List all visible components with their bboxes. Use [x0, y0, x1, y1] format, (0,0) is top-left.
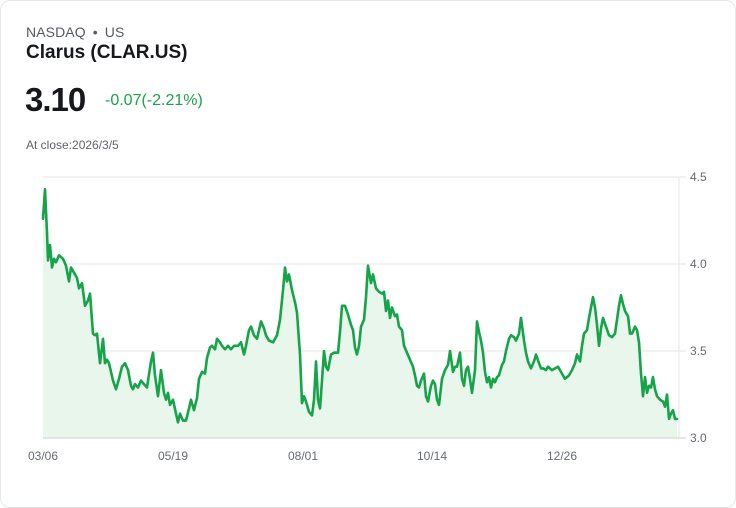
y-tick-4-5: 4.5: [690, 170, 707, 184]
x-tick-0306: 03/06: [28, 449, 58, 463]
x-tick-1226: 12/26: [547, 449, 577, 463]
region-label: US: [104, 24, 125, 40]
stock-name: Clarus (CLAR.US): [26, 42, 188, 63]
y-tick-3-5: 3.5: [690, 344, 707, 358]
close-timestamp: At close:2026/3/5: [26, 138, 119, 152]
x-tick-1014: 10/14: [417, 449, 447, 463]
x-tick-0519: 05/19: [158, 449, 188, 463]
exchange-line: NASDAQ • US: [26, 24, 124, 40]
x-axis-labels: 03/06 05/19 08/01 10/14 12/26: [28, 449, 577, 463]
separator-dot: •: [92, 24, 98, 40]
exchange-name: NASDAQ: [26, 24, 86, 40]
price-change: -0.07(-2.21%): [105, 92, 203, 109]
y-axis-labels: 4.5 4.0 3.5 3.0: [690, 170, 707, 445]
price-line: [41, 187, 679, 424]
current-price: 3.10: [25, 81, 86, 118]
area-fill: [43, 189, 677, 438]
x-tick-0801: 08/01: [288, 449, 318, 463]
y-tick-3-0: 3.0: [690, 431, 707, 445]
y-tick-4-0: 4.0: [690, 257, 707, 271]
